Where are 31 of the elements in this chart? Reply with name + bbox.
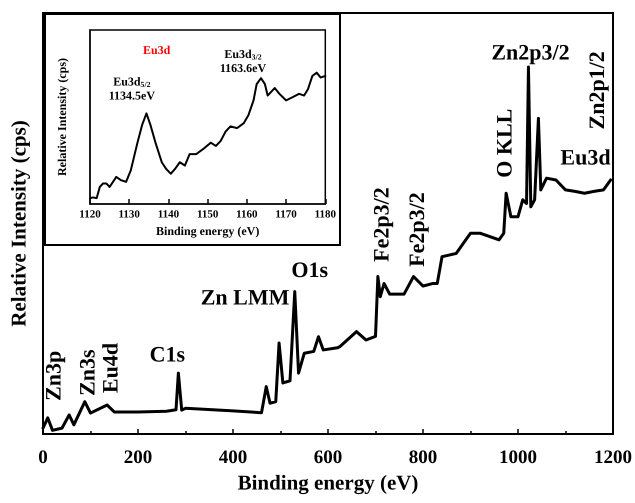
annotation: Zn LMM bbox=[200, 284, 290, 310]
x-tick-label: 1000 bbox=[499, 447, 537, 468]
x-tick-label: 1170 bbox=[275, 208, 298, 220]
y-axis-title: Relative Intensity (cps) bbox=[55, 58, 69, 176]
x-tick-label: 800 bbox=[408, 447, 438, 468]
x-tick-label: 600 bbox=[314, 447, 342, 468]
annotation: Eu3d bbox=[560, 144, 611, 170]
annotation: Zn2p1/2 bbox=[584, 51, 609, 130]
x-tick-label: 400 bbox=[218, 447, 248, 468]
annotation: Zn3p bbox=[40, 350, 66, 401]
x-tick-label: 1150 bbox=[196, 208, 219, 220]
annotation: O KLL bbox=[492, 108, 517, 178]
x-tick-label: 1200 bbox=[594, 447, 632, 468]
annotation: Fe2p3/2 bbox=[368, 187, 394, 262]
annotation: Zn3s bbox=[74, 349, 100, 396]
annotation: Eu4d bbox=[98, 342, 123, 394]
annotation: Fe2p3/2 bbox=[404, 192, 429, 267]
y-axis-title: Relative Intensity (cps) bbox=[6, 120, 30, 327]
x-tick-label: 1140 bbox=[158, 208, 180, 220]
x-axis-title: Binding energy (eV) bbox=[238, 470, 418, 494]
annotation: C1s bbox=[150, 342, 186, 367]
x-tick-label: 1120 bbox=[79, 208, 102, 220]
chart-title: Eu3d bbox=[143, 43, 171, 57]
x-tick-label: 0 bbox=[38, 447, 48, 468]
annotation: Zn2p3/2 bbox=[491, 39, 570, 64]
x-tick-label: 200 bbox=[124, 447, 152, 468]
x-tick-label: 1130 bbox=[118, 208, 140, 220]
annotation: O1s bbox=[291, 257, 329, 282]
x-tick-label: 1160 bbox=[236, 208, 258, 220]
x-tick-label: 1180 bbox=[314, 208, 336, 220]
x-axis-title: Binding energy (eV) bbox=[156, 224, 260, 238]
